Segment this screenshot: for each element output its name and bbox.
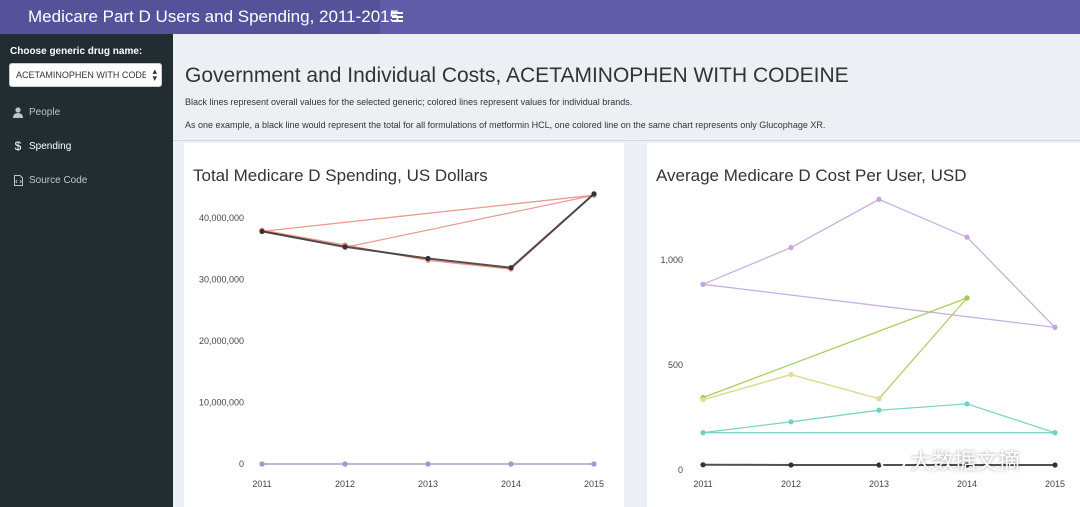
data-point: [876, 196, 882, 202]
user-icon: [11, 106, 25, 118]
chart-total-spending[interactable]: 0 10,000,000 20,000,000 30,000,000 40,000,00…: [184, 143, 624, 507]
drug-select-label: Choose generic drug name:: [10, 46, 143, 57]
chart-card-cost-per-user: Average Medicare D Cost Per User, USD 0 5…: [647, 143, 1080, 507]
x-tick-label: 2012: [781, 479, 801, 489]
chart-cost-per-user[interactable]: 0 500 1,000 2011 2012 2013 2014 2015: [647, 143, 1080, 507]
chart-title: Total Medicare D Spending, US Dollars: [193, 166, 488, 185]
sidebar: Choose generic drug name: ACETAMINOPHEN …: [0, 34, 173, 507]
app-title: Medicare Part D Users and Spending, 2011…: [0, 0, 399, 34]
series-line: [702, 198, 1056, 328]
sidebar-item-label: Spending: [29, 140, 72, 152]
series-line: [702, 283, 1056, 329]
data-point: [876, 407, 882, 413]
watermark-text: 大数据文摘: [910, 449, 1021, 474]
description-line-1: Black lines represent overall values for…: [185, 97, 633, 107]
x-tick-label: 2013: [869, 479, 889, 489]
data-point: [788, 462, 794, 468]
data-point: [508, 265, 514, 271]
watermark-logo: 大数据文摘: [880, 444, 1020, 476]
data-point: [964, 401, 970, 407]
y-tick-label: 1,000: [660, 255, 683, 265]
data-point: [1052, 462, 1058, 468]
sidebar-item-source-code[interactable]: Source Code: [0, 163, 173, 197]
sidebar-item-spending[interactable]: $ Spending: [0, 129, 173, 163]
series-line: [261, 194, 595, 233]
x-tick-label: 2011: [693, 479, 712, 489]
main-content: Government and Individual Costs, ACETAMI…: [173, 34, 1080, 507]
data-point: [425, 255, 431, 262]
data-point: [788, 245, 794, 251]
x-tick-label: 2013: [418, 479, 438, 489]
data-point: [508, 461, 514, 467]
y-tick-label: 0: [239, 459, 244, 469]
x-tick-label: 2015: [584, 479, 604, 489]
y-tick-label: 500: [668, 360, 683, 370]
data-point: [591, 191, 597, 197]
series-line: [702, 297, 968, 399]
data-point: [1052, 324, 1058, 330]
y-tick-label: 30,000,000: [199, 274, 244, 284]
data-point: [700, 397, 706, 403]
data-point: [964, 295, 970, 301]
y-tick-label: 0: [678, 465, 683, 475]
hamburger-icon[interactable]: [380, 0, 414, 34]
drug-select-value: ACETAMINOPHEN WITH CODEI: [16, 70, 146, 80]
file-code-icon: [11, 174, 25, 186]
x-tick-label: 2014: [957, 479, 977, 489]
x-tick-label: 2012: [335, 479, 355, 489]
data-point: [964, 462, 970, 468]
description-line-2: As one example, a black line would repre…: [185, 120, 826, 130]
data-point: [342, 244, 348, 250]
x-tick-label: 2015: [1045, 479, 1065, 489]
divider: [173, 140, 1080, 141]
x-tick-label: 2011: [252, 479, 271, 489]
data-point: [876, 396, 882, 402]
data-point: [700, 430, 706, 436]
data-point: [259, 461, 265, 467]
data-point: [788, 372, 794, 378]
drug-select[interactable]: ACETAMINOPHEN WITH CODEI ▴ ▾: [9, 63, 162, 87]
y-tick-label: 20,000,000: [199, 336, 244, 346]
data-point: [788, 419, 794, 425]
dollar-icon: $: [14, 139, 22, 153]
data-point: [342, 461, 348, 467]
y-tick-label: 10,000,000: [199, 397, 244, 407]
y-tick-label: 40,000,000: [199, 213, 244, 223]
sidebar-item-label: Source Code: [29, 174, 88, 186]
x-tick-label: 2014: [501, 479, 521, 489]
chart-card-total-spending: Total Medicare D Spending, US Dollars 0 1…: [184, 143, 624, 507]
data-point: [700, 281, 706, 287]
wechat-icon: [880, 447, 906, 473]
sidebar-item-people[interactable]: People: [0, 95, 173, 129]
page-title: Government and Individual Costs, ACETAMI…: [185, 64, 849, 87]
data-point: [591, 461, 597, 467]
select-arrows-icon: ▴ ▾: [152, 66, 157, 83]
data-point: [964, 234, 970, 240]
data-point: [1052, 430, 1058, 436]
data-point: [700, 462, 706, 468]
data-point: [425, 461, 431, 467]
chart-title: Average Medicare D Cost Per User, USD: [656, 166, 967, 185]
sidebar-menu: People $ Spending Source Code: [0, 95, 173, 197]
sidebar-item-label: People: [29, 106, 61, 118]
top-navbar: Medicare Part D Users and Spending, 2011…: [0, 0, 1080, 34]
data-point: [259, 228, 265, 234]
